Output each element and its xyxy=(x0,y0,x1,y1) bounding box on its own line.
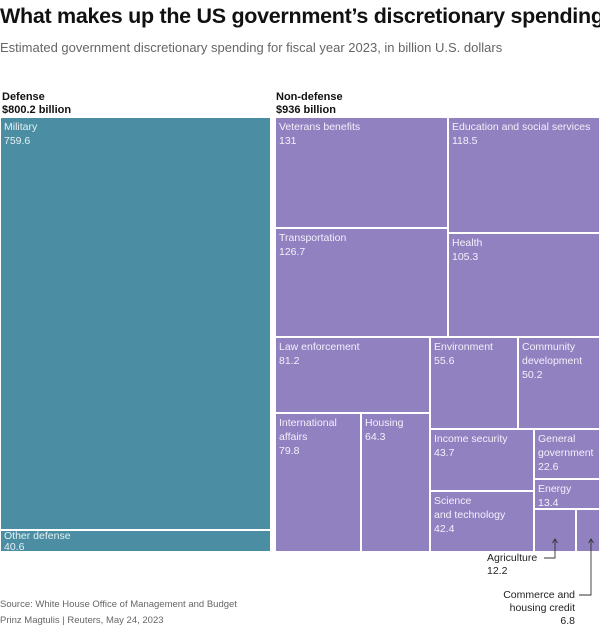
tile-environment: Environment 55.6 xyxy=(430,337,518,429)
nondefense-header: Non-defense $936 billion xyxy=(276,91,343,117)
tile-value: 43.7 xyxy=(434,447,455,459)
tile-value: 64.3 xyxy=(365,431,386,443)
defense-group-name: Defense xyxy=(2,91,45,103)
defense-group-total: $800.2 billion xyxy=(2,104,72,116)
tile-name: development xyxy=(522,355,583,367)
tile-name: government xyxy=(538,447,594,459)
tile-name: Health xyxy=(452,237,483,249)
tile-value: 42.4 xyxy=(434,523,455,535)
chart-subtitle: Estimated government discretionary spend… xyxy=(0,40,503,55)
tile-name: Housing xyxy=(365,417,404,429)
tile-value: 118.5 xyxy=(452,135,478,147)
tile-value: 105.3 xyxy=(452,251,479,263)
tile-label: Science and technology 42.4 xyxy=(434,494,531,536)
tile-name: Science xyxy=(434,495,472,507)
tile-value: 55.6 xyxy=(434,355,455,367)
tile-name: Veterans benefits xyxy=(279,121,361,133)
tile-name: Environment xyxy=(434,341,493,353)
tile-value: 50.2 xyxy=(522,369,543,381)
tile-income-security: Income security 43.7 xyxy=(430,429,534,491)
tile-label: Energy 13.4 xyxy=(538,482,597,509)
tile-value: 81.2 xyxy=(279,355,300,367)
annotation-label-line2: housing credit xyxy=(509,602,575,614)
tile-name: Community xyxy=(522,341,576,353)
tile-international-affairs: International affairs 79.8 xyxy=(275,413,361,552)
tile-veterans-benefits: Veterans benefits 131 xyxy=(275,117,448,228)
tile-transportation: Transportation 126.7 xyxy=(275,228,448,337)
commerce-annotation: Commerce and housing credit 6.8 xyxy=(503,589,575,628)
tile-name: Transportation xyxy=(279,232,347,244)
annotation-value: 6.8 xyxy=(560,615,575,627)
tile-name: Military xyxy=(4,121,38,133)
tile-label: Income security 43.7 xyxy=(434,432,531,460)
tile-label: Community development 50.2 xyxy=(522,340,597,382)
tile-label: Education and social services 118.5 xyxy=(452,120,599,148)
tile-value: 131 xyxy=(279,135,297,147)
credit-line: Prinz Magtulis | Reuters, May 24, 2023 xyxy=(0,615,164,626)
tile-label: Housing 64.3 xyxy=(365,416,427,444)
tile-commerce-housing-credit xyxy=(576,509,600,552)
tile-agriculture xyxy=(534,509,576,552)
tile-general-government: General government 22.6 xyxy=(534,429,600,479)
tile-health: Health 105.3 xyxy=(448,233,600,337)
tile-value: 126.7 xyxy=(279,246,306,258)
nondefense-group-name: Non-defense xyxy=(276,91,343,103)
tile-value: 759.6 xyxy=(4,135,31,147)
tile-other-defense: Other defense 40.6 xyxy=(0,530,271,552)
tile-label: Veterans benefits 131 xyxy=(279,120,445,148)
tile-label: International affairs 79.8 xyxy=(279,416,358,458)
tile-housing: Housing 64.3 xyxy=(361,413,430,552)
tile-energy: Energy 13.4 xyxy=(534,479,600,509)
chart-title: What makes up the US government’s discre… xyxy=(0,4,600,28)
tile-value: 40.6 xyxy=(4,541,25,552)
agriculture-annotation: Agriculture 12.2 xyxy=(487,552,537,578)
tile-label: Law enforcement 81.2 xyxy=(279,340,427,368)
tile-name: Energy xyxy=(538,483,572,495)
source-note: Source: White House Office of Management… xyxy=(0,599,237,610)
tile-label: Transportation 126.7 xyxy=(279,231,445,259)
tile-value: 22.6 xyxy=(538,461,559,473)
tile-name: Other defense xyxy=(4,530,71,542)
tile-name: General xyxy=(538,433,576,445)
nondefense-group-total: $936 billion xyxy=(276,104,336,116)
annotation-label: Agriculture xyxy=(487,552,538,564)
tile-science-technology: Science and technology 42.4 xyxy=(430,491,534,552)
annotation-value: 12.2 xyxy=(487,565,508,577)
tile-value: 79.8 xyxy=(279,445,300,457)
tile-name: and technology xyxy=(434,509,506,521)
tile-name: Education and social services xyxy=(452,121,591,133)
tile-community-development: Community development 50.2 xyxy=(518,337,600,429)
tile-law-enforcement: Law enforcement 81.2 xyxy=(275,337,430,413)
annotation-label: Commerce and xyxy=(503,589,575,601)
tile-name: affairs xyxy=(279,431,308,443)
tile-name: Law enforcement xyxy=(279,341,360,353)
tile-name: Income security xyxy=(434,433,508,445)
tile-label: Environment 55.6 xyxy=(434,340,515,368)
tile-label: Military 759.6 xyxy=(4,120,268,148)
tile-military: Military 759.6 xyxy=(0,117,271,530)
defense-header: Defense $800.2 billion xyxy=(2,91,71,117)
tile-name: International xyxy=(279,417,337,429)
tile-label: General government 22.6 xyxy=(538,432,597,474)
tile-label: Other defense 40.6 xyxy=(4,530,268,552)
tile-label: Health 105.3 xyxy=(452,236,597,264)
tile-value: 13.4 xyxy=(538,497,559,509)
tile-education-social-services: Education and social services 118.5 xyxy=(448,117,600,233)
